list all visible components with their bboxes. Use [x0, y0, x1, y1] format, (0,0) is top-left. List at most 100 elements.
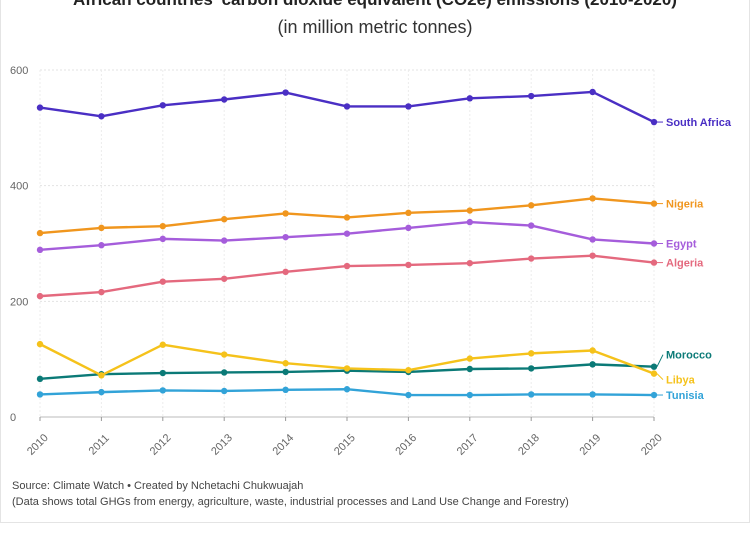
series-labels: South Africa Nigeria Egypt Algeria Morocco Li…	[656, 117, 732, 402]
data-point-nigeria-2018	[528, 202, 535, 209]
x-tick-label-2020: 2020	[639, 432, 665, 458]
data-point-algeria-2011	[98, 288, 105, 296]
data-point-nigeria-2010	[36, 229, 44, 237]
x-tick-label-2012: 2012	[148, 432, 174, 458]
data-point-morocco-2013	[221, 369, 228, 376]
series-label-tunisia: Tunisia	[666, 390, 705, 402]
data-point-algeria-2018	[528, 255, 535, 262]
data-point-libya-2011	[98, 372, 105, 379]
data-point-south-africa-2018	[528, 92, 535, 100]
data-point-libya-2010	[36, 340, 44, 348]
data-point-nigeria-2016	[405, 209, 412, 217]
y-tick-label-600: 600	[10, 65, 28, 77]
data-point-egypt-2012	[159, 235, 166, 243]
data-point-nigeria-2015	[343, 214, 351, 221]
data-point-south-africa-2012	[159, 102, 166, 109]
series-label-egypt: Egypt	[666, 239, 697, 251]
data-point-tunisia-2014	[282, 386, 289, 394]
x-tick-label-2015: 2015	[332, 432, 358, 458]
source-text: Source: Climate Watch • Created by Nchet…	[12, 480, 304, 492]
data-note: (Data shows total GHGs from energy, agri…	[12, 496, 569, 508]
data-point-morocco-2012	[159, 369, 166, 377]
data-point-algeria-2019	[589, 252, 596, 259]
series-label-algeria: Algeria	[666, 258, 704, 270]
series-label-morocco: Morocco	[666, 350, 712, 362]
data-point-egypt-2014	[282, 233, 289, 241]
data-point-south-africa-2016	[405, 103, 412, 110]
data-point-south-africa-2013	[221, 96, 228, 103]
data-point-libya-2013	[221, 351, 228, 358]
data-point-algeria-2015	[343, 262, 351, 270]
x-tick-label-2018: 2018	[516, 432, 542, 458]
data-point-libya-2018	[528, 350, 535, 357]
data-point-tunisia-2010	[36, 391, 44, 398]
x-tick-label-2017: 2017	[455, 432, 481, 458]
y-tick-label-200: 200	[10, 296, 28, 308]
chart-subtitle: (in million metric tonnes)	[277, 17, 473, 37]
data-point-tunisia-2011	[98, 388, 105, 396]
data-point-libya-2019	[589, 347, 596, 354]
data-point-south-africa-2019	[589, 88, 596, 96]
series-label-libya: Libya	[666, 375, 696, 387]
data-point-libya-2015	[343, 365, 351, 372]
data-point-south-africa-2017	[466, 95, 473, 102]
data-point-tunisia-2017	[466, 391, 473, 399]
data-point-tunisia-2016	[405, 391, 412, 399]
data-point-morocco-2017	[466, 365, 473, 373]
data-point-algeria-2020	[650, 259, 658, 266]
data-point-tunisia-2013	[221, 387, 228, 395]
data-point-egypt-2011	[98, 242, 105, 249]
data-point-morocco-2018	[528, 365, 535, 372]
data-point-nigeria-2011	[98, 224, 105, 232]
data-point-egypt-2015	[343, 230, 351, 237]
series-label-nigeria: Nigeria	[666, 199, 704, 211]
data-point-egypt-2020	[650, 240, 658, 247]
x-tick-label-2016: 2016	[393, 432, 419, 458]
data-point-nigeria-2012	[159, 222, 166, 230]
data-point-nigeria-2017	[466, 207, 473, 214]
data-point-egypt-2018	[528, 222, 535, 229]
x-tick-label-2011: 2011	[87, 432, 112, 457]
data-point-nigeria-2013	[221, 216, 228, 223]
data-point-nigeria-2019	[589, 195, 596, 202]
data-point-egypt-2019	[589, 236, 596, 243]
data-point-tunisia-2020	[650, 391, 658, 399]
data-point-libya-2016	[405, 366, 412, 374]
label-leader-libya	[656, 373, 664, 380]
chart-frame	[0, 0, 750, 523]
series-label-south-africa: South Africa	[666, 117, 732, 129]
series-layer	[36, 88, 658, 399]
data-point-south-africa-2014	[282, 89, 289, 96]
data-point-algeria-2013	[221, 275, 228, 282]
data-point-nigeria-2020	[650, 200, 658, 207]
y-axis-ticks: 0 200 400 600	[10, 65, 28, 424]
data-point-tunisia-2018	[528, 391, 535, 398]
data-point-algeria-2016	[405, 261, 412, 269]
y-tick-label-0: 0	[10, 412, 16, 424]
data-point-morocco-2019	[589, 361, 596, 368]
data-point-south-africa-2010	[36, 104, 44, 111]
data-point-libya-2020	[650, 370, 658, 377]
data-point-south-africa-2015	[343, 103, 351, 110]
data-point-egypt-2010	[36, 246, 44, 254]
data-point-morocco-2014	[282, 368, 289, 376]
data-point-morocco-2020	[650, 363, 658, 370]
data-point-tunisia-2019	[589, 391, 596, 398]
y-tick-label-400: 400	[10, 181, 28, 193]
x-tick-label-2019: 2019	[578, 432, 604, 458]
x-tick-label-2010: 2010	[25, 432, 51, 458]
data-point-algeria-2014	[282, 268, 289, 276]
x-tick-label-2013: 2013	[209, 432, 235, 458]
x-tick-label-2014: 2014	[271, 432, 297, 458]
data-point-tunisia-2015	[343, 386, 351, 393]
label-leader-morocco	[656, 354, 664, 367]
data-point-algeria-2012	[159, 278, 166, 285]
data-point-libya-2014	[282, 360, 289, 367]
data-point-egypt-2016	[405, 224, 412, 232]
chart-title: African countries' carbon dioxide equiva…	[0, 0, 750, 10]
x-axis-ticks: 2010 2011 2012 2013 2014 2015 2016 2017 2018 2019…	[25, 432, 665, 458]
data-point-morocco-2010	[36, 375, 44, 383]
data-point-libya-2012	[159, 341, 166, 348]
data-point-algeria-2017	[466, 259, 473, 267]
